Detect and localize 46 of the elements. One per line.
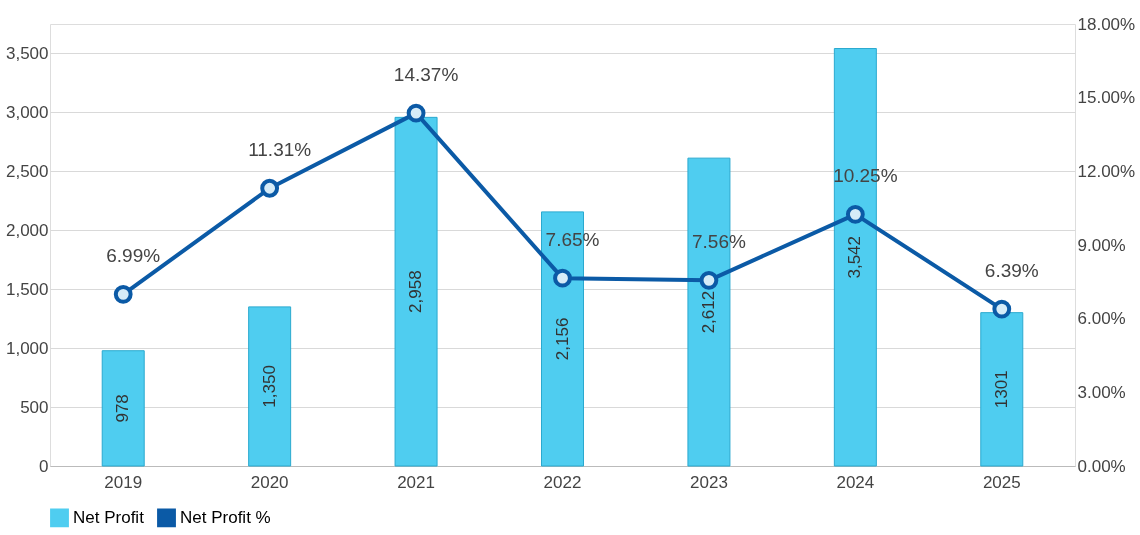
x-tick-label: 2023: [690, 472, 728, 492]
y-tick-label: 3,500: [5, 43, 49, 63]
bar: [394, 116, 438, 467]
y-tick-label: 3,000: [5, 102, 49, 122]
x-tick-label: 2020: [250, 472, 289, 492]
bar: [248, 306, 292, 467]
legend-label: Net Profit: [73, 507, 145, 527]
legend-label: Net Profit %: [180, 507, 271, 527]
data-label: 2,156: [552, 317, 572, 361]
data-label: 3,542: [845, 235, 865, 279]
point: [992, 299, 1012, 319]
x-tick-label: 2025: [982, 472, 1021, 492]
data-label: 978: [113, 394, 133, 423]
y2-tick-label: 3.00%: [1077, 382, 1126, 402]
data-label: 2,612: [698, 290, 718, 334]
y-tick-label: 2,500: [5, 161, 49, 181]
y2-tick-label: 15.00%: [1077, 88, 1136, 108]
data-label: 6.99%: [106, 245, 161, 267]
y-tick-label: 1,500: [5, 279, 49, 299]
data-label: 1,350: [259, 365, 279, 408]
data-label: 1301: [991, 370, 1011, 409]
y-tick-label: 2,000: [5, 220, 49, 240]
x-tick-label: 2022: [543, 472, 582, 492]
x-tick-label: 2021: [397, 472, 435, 492]
point: [699, 270, 719, 290]
point: [406, 103, 426, 123]
x-tick-label: 2024: [836, 472, 875, 492]
data-label: 14.37%: [393, 64, 459, 86]
point: [845, 204, 865, 224]
y-tick-label: 1,000: [5, 338, 49, 358]
y2-tick-label: 9.00%: [1077, 235, 1126, 255]
bar: [980, 312, 1024, 467]
y2-tick-label: 0.00%: [1077, 456, 1126, 476]
y2-tick-label: 6.00%: [1077, 309, 1126, 329]
data-label: 2,958: [406, 270, 426, 313]
data-label: 6.39%: [984, 260, 1039, 282]
y2-tick-label: 18.00%: [1077, 14, 1136, 34]
y2-tick-label: 12.00%: [1077, 161, 1136, 181]
data-label: 11.31%: [248, 139, 312, 161]
y-tick-label: 0: [39, 456, 49, 476]
point: [553, 268, 572, 288]
y-tick-label: 500: [20, 397, 49, 417]
x-tick-label: 2019: [104, 472, 143, 492]
point: [260, 178, 280, 198]
bar: [101, 350, 145, 467]
point: [113, 284, 133, 304]
